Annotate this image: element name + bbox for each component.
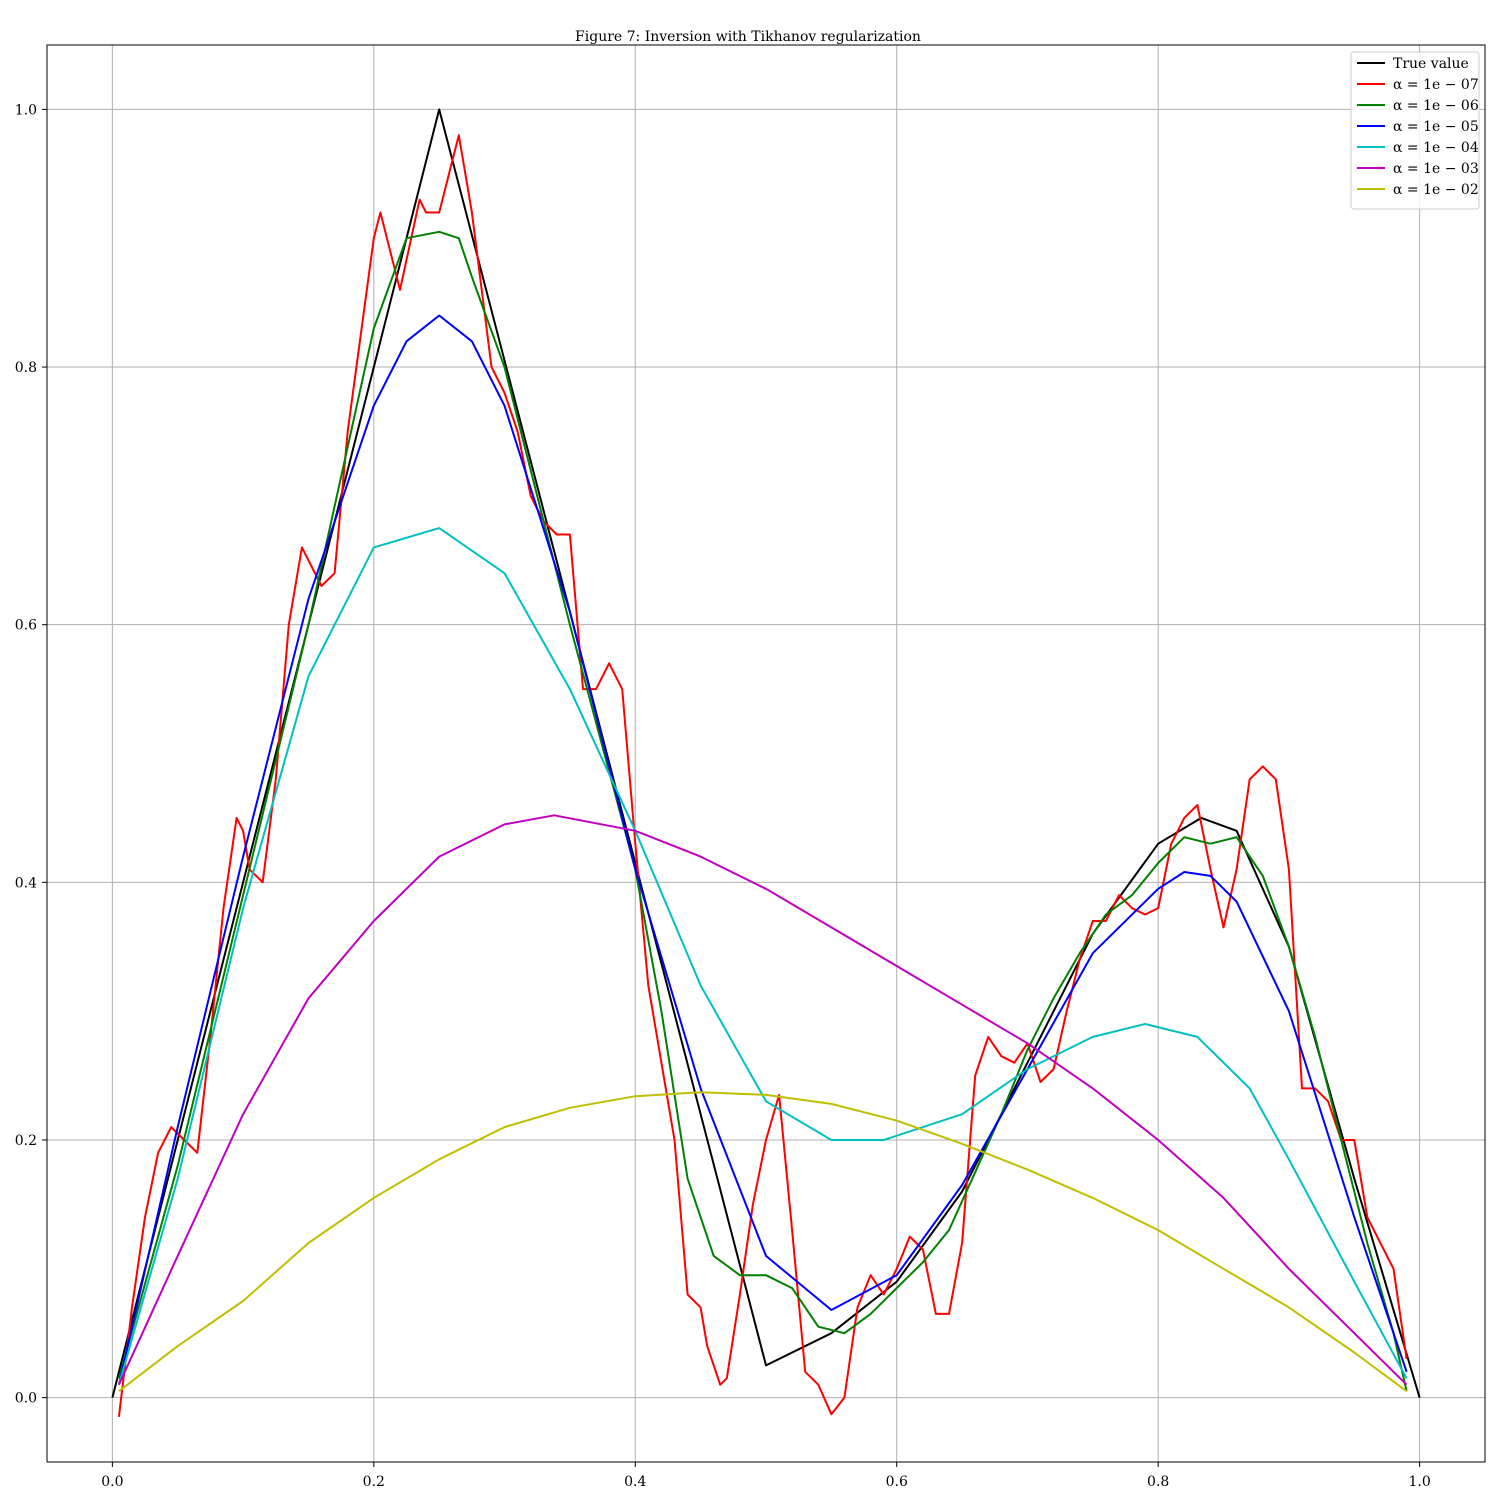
chart-title: Figure 7: Inversion with Tikhanov regula… bbox=[575, 29, 921, 45]
y-tick-label: 0.0 bbox=[15, 1391, 37, 1407]
series-line-0 bbox=[111, 108, 1421, 1398]
legend-label: α = 1e − 07 bbox=[1393, 77, 1479, 93]
legend-box bbox=[1350, 51, 1480, 210]
y-tick-label: 1.0 bbox=[15, 102, 37, 118]
y-tick-label: 0.4 bbox=[15, 875, 37, 891]
y-tick-label: 0.2 bbox=[15, 1133, 37, 1149]
series-lines bbox=[111, 108, 1421, 1418]
axes: 0.0 0.2 0.4 0.6 0.8 1.0 0.0 0.2 0.4 0.6 0.8 1.0 bbox=[15, 102, 1431, 1490]
legend: True value α = 1e − 07 α = 1e − 06 α = 1e −… bbox=[1350, 51, 1480, 210]
legend-label: α = 1e − 05 bbox=[1393, 119, 1479, 135]
series-line-4 bbox=[117, 527, 1408, 1385]
x-tick-label: 1.0 bbox=[1409, 1474, 1431, 1490]
series-line-3 bbox=[117, 314, 1408, 1385]
plot-frame bbox=[46, 44, 1486, 1463]
series-line-1 bbox=[117, 134, 1408, 1418]
legend-label: True value bbox=[1393, 56, 1469, 72]
grid bbox=[47, 45, 1485, 1462]
x-tick-label: 0.4 bbox=[624, 1474, 646, 1490]
x-tick-label: 0.0 bbox=[101, 1474, 123, 1490]
series-line-6 bbox=[118, 1091, 1408, 1393]
series-line-5 bbox=[117, 814, 1408, 1386]
y-tick-label: 0.8 bbox=[15, 360, 37, 376]
x-tick-label: 0.8 bbox=[1147, 1474, 1169, 1490]
y-tick-label: 0.6 bbox=[15, 618, 37, 634]
legend-label: α = 1e − 02 bbox=[1393, 182, 1479, 198]
legend-label: α = 1e − 06 bbox=[1393, 98, 1479, 114]
x-tick-label: 0.6 bbox=[886, 1474, 908, 1490]
series-line-2 bbox=[117, 230, 1408, 1392]
legend-label: α = 1e − 03 bbox=[1393, 161, 1479, 177]
x-tick-label: 0.2 bbox=[363, 1474, 385, 1490]
legend-label: α = 1e − 04 bbox=[1393, 140, 1479, 156]
